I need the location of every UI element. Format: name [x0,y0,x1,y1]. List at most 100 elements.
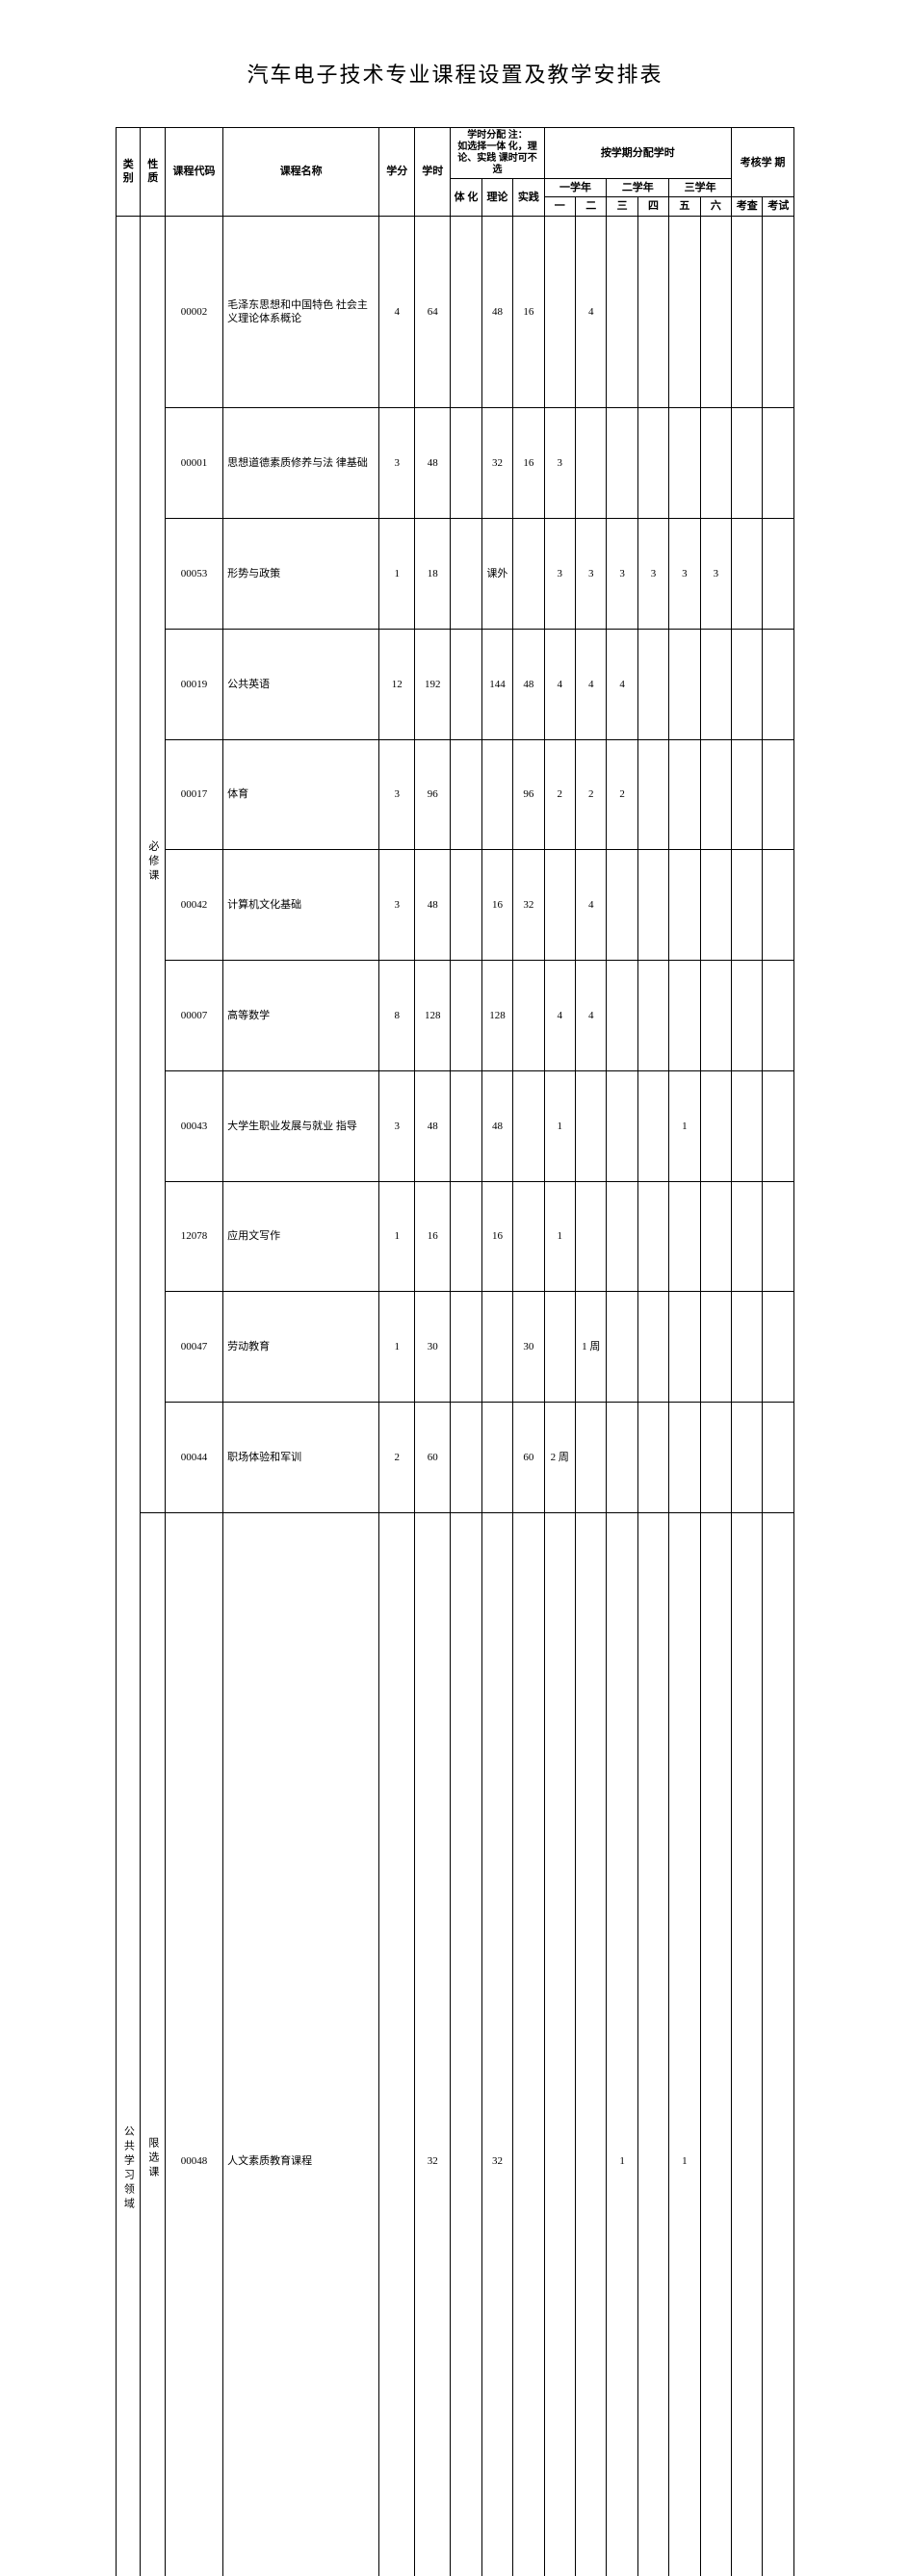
s3-cell [607,1181,637,1292]
code-cell: 00043 [165,1070,222,1181]
s3-cell [607,1292,637,1403]
s1-cell: 3 [544,519,575,630]
s3-cell [607,216,637,408]
s4-cell [637,739,668,850]
exam-cell [763,408,794,519]
exam-cell [763,1070,794,1181]
table-row: 00001思想道德素质修养与法 律基础34832163 [117,408,794,519]
code-cell: 00001 [165,408,222,519]
int-cell [451,519,481,630]
int-cell [451,850,481,961]
int-cell [451,216,481,408]
s5-cell [669,1403,700,1513]
hdr-s1: 一 [544,197,575,216]
code-cell: 00017 [165,739,222,850]
hdr-practice: 实践 [513,179,544,217]
hours-cell: 30 [415,1292,451,1403]
theory-cell [481,1403,512,1513]
category-cell: 公共学习领域 [117,216,141,2576]
code-cell: 00007 [165,961,222,1071]
exam-cell [763,739,794,850]
theory-cell [481,1292,512,1403]
hdr-s3: 三 [607,197,637,216]
name-cell: 形势与政策 [223,519,379,630]
s2-cell: 3 [576,519,607,630]
exam-cell [763,850,794,961]
int-cell [451,961,481,1071]
s1-cell: 3 [544,408,575,519]
int-cell [451,629,481,739]
code-cell: 00047 [165,1292,222,1403]
s1-cell: 2 [544,739,575,850]
name-cell: 职场体验和军训 [223,1403,379,1513]
credit-cell: 8 [379,961,415,1071]
s2-cell: 4 [576,216,607,408]
s3-cell: 4 [607,629,637,739]
s3-cell: 2 [607,739,637,850]
hours-cell: 192 [415,629,451,739]
practice-cell: 30 [513,1292,544,1403]
hdr-credit: 学分 [379,128,415,217]
name-cell: 计算机文化基础 [223,850,379,961]
check-cell [732,1512,763,2576]
s3-cell [607,961,637,1071]
s4-cell [637,1070,668,1181]
name-cell: 公共英语 [223,629,379,739]
s2-cell: 4 [576,629,607,739]
s2-cell [576,408,607,519]
theory-cell: 144 [481,629,512,739]
s5-cell [669,629,700,739]
s6-cell: 3 [700,519,731,630]
hdr-category: 类别 [117,128,141,217]
code-cell: 00019 [165,629,222,739]
exam-cell [763,1403,794,1513]
table-row: 00042计算机文化基础34816324 [117,850,794,961]
table-row: 00044职场体验和军训260602 周 [117,1403,794,1513]
check-cell [732,1292,763,1403]
s4-cell [637,1292,668,1403]
check-cell [732,1403,763,1513]
table-row: 00047劳动教育130301 周 [117,1292,794,1403]
hdr-assess: 考核学 期 [732,128,794,197]
s3-cell [607,850,637,961]
credit-cell: 1 [379,519,415,630]
s4-cell [637,1181,668,1292]
nature-cell: 限选课 [141,1512,165,2576]
exam-cell [763,519,794,630]
s5-cell [669,961,700,1071]
nature-cell: 必修课 [141,216,165,1512]
s2-cell [576,1512,607,2576]
hours-cell: 18 [415,519,451,630]
credit-cell: 1 [379,1292,415,1403]
s4-cell [637,408,668,519]
hours-cell: 128 [415,961,451,1071]
hdr-int: 体 化 [451,179,481,217]
s2-cell: 2 [576,739,607,850]
table-row: 限选课00048人文素质教育课程323211 [117,1512,794,2576]
hdr-hours: 学时 [415,128,451,217]
s5-cell [669,1181,700,1292]
s1-cell: 1 [544,1070,575,1181]
s5-cell [669,739,700,850]
s3-cell [607,1403,637,1513]
s6-cell [700,961,731,1071]
s2-cell [576,1070,607,1181]
s5-cell: 1 [669,1070,700,1181]
check-cell [732,408,763,519]
exam-cell [763,961,794,1071]
practice-cell: 16 [513,408,544,519]
s5-cell [669,216,700,408]
s2-cell [576,1181,607,1292]
credit-cell: 3 [379,739,415,850]
practice-cell [513,1512,544,2576]
int-cell [451,1181,481,1292]
credit-cell: 3 [379,850,415,961]
check-cell [732,850,763,961]
s3-cell [607,1070,637,1181]
credit-cell: 2 [379,1403,415,1513]
code-cell: 00053 [165,519,222,630]
check-cell [732,1181,763,1292]
hdr-name: 课程名称 [223,128,379,217]
s5-cell [669,1292,700,1403]
name-cell: 体育 [223,739,379,850]
